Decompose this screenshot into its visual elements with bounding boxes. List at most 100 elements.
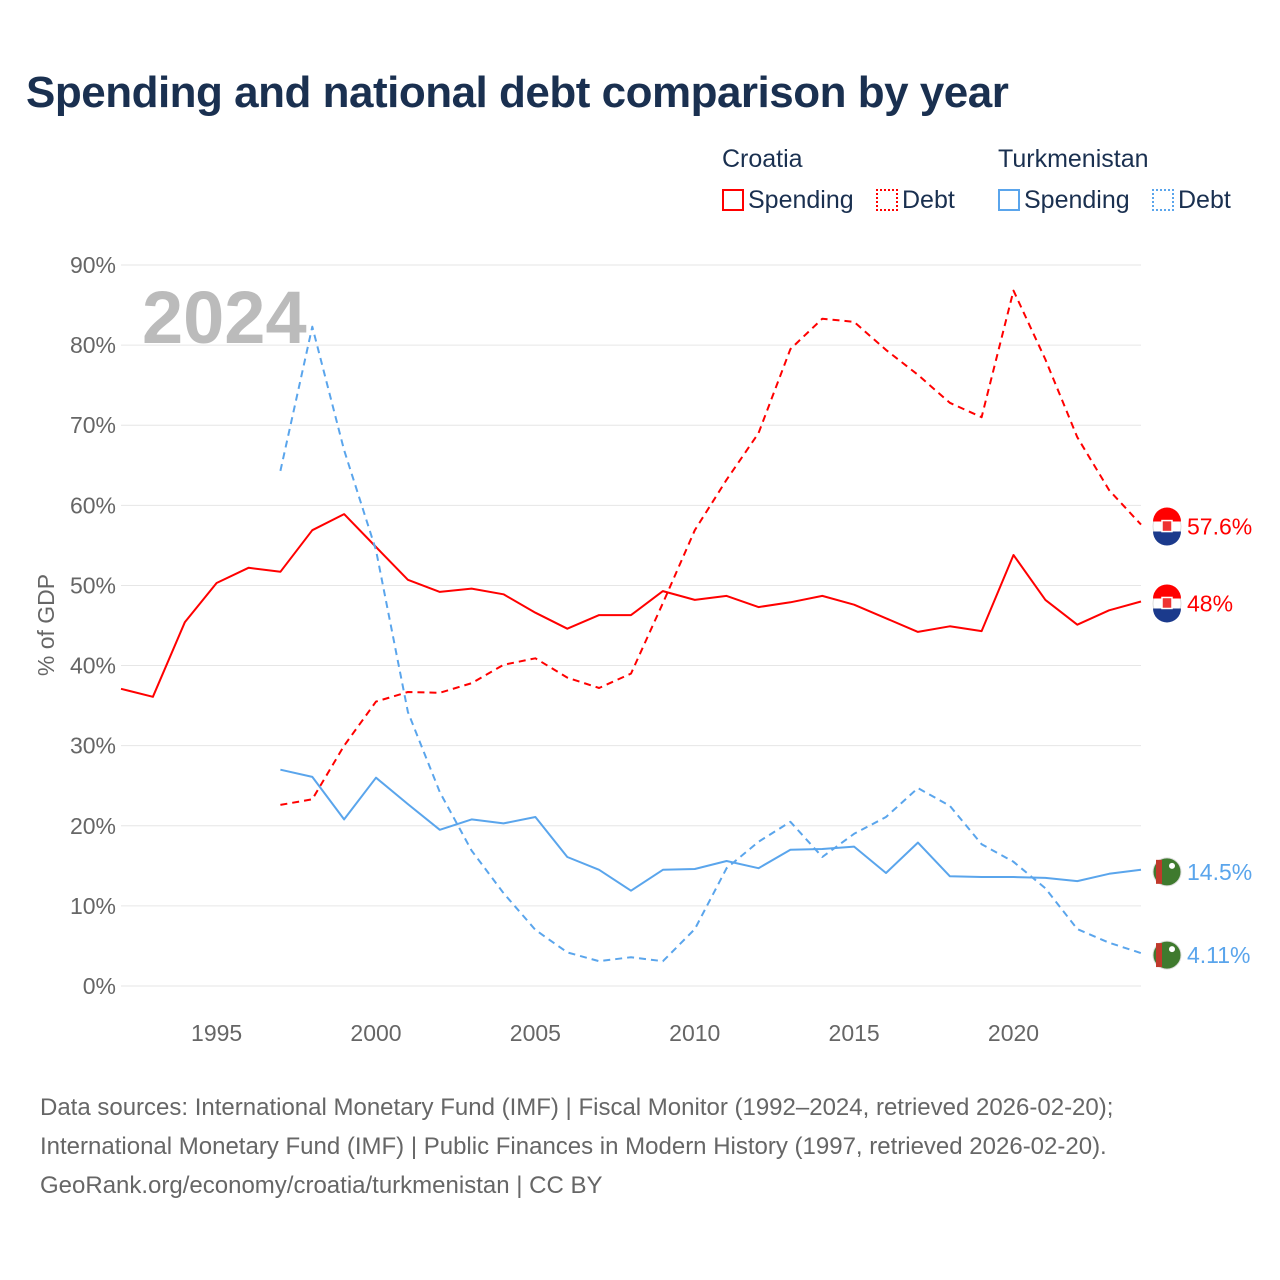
flag-stripe (1153, 531, 1181, 546)
footer: Data sources: International Monetary Fun… (40, 1088, 1113, 1205)
data-point (565, 675, 570, 680)
data-point (947, 874, 952, 879)
data-point (597, 867, 602, 872)
series-line-turkmenistan-spending (280, 768, 1142, 892)
data-point (884, 871, 889, 876)
y-tick-label: 20% (70, 813, 116, 839)
legend-group-croatia: Croatia (722, 145, 803, 173)
data-point (533, 656, 538, 661)
legend-turkmenistan-spending[interactable]: Spending (998, 186, 1130, 215)
data-point (979, 842, 984, 847)
flag-crescent (1169, 862, 1175, 869)
data-point (278, 802, 283, 807)
data-point (342, 817, 347, 822)
data-point (1075, 927, 1080, 932)
series-line-turkmenistan-debt (279, 325, 1142, 963)
legend-label: Debt (1178, 186, 1231, 214)
data-point (278, 569, 283, 574)
end-value-label: 48% (1187, 590, 1233, 616)
data-point (119, 686, 124, 691)
data-point (150, 694, 155, 699)
flag-emblem (1161, 519, 1173, 533)
chart-title: Spending and national debt comparison by… (26, 68, 1009, 117)
data-point (1011, 553, 1016, 558)
data-point (501, 592, 506, 597)
year-watermark: 2024 (142, 276, 307, 359)
data-point (852, 844, 857, 849)
legend-swatch-solid (998, 189, 1020, 211)
data-point (852, 602, 857, 607)
legend-label: Spending (748, 186, 854, 214)
data-point (979, 629, 984, 634)
flag-emblem (1161, 596, 1173, 610)
data-point (1107, 488, 1112, 493)
data-point (915, 372, 920, 377)
data-point (405, 689, 410, 694)
data-point (1139, 599, 1144, 604)
data-point (820, 855, 825, 860)
data-point (660, 959, 665, 964)
legend-turkmenistan-debt[interactable]: Debt (1152, 186, 1231, 215)
data-point (692, 528, 697, 533)
data-point (915, 840, 920, 845)
data-point (437, 790, 442, 795)
y-tick-label: 0% (83, 973, 116, 999)
flag-crescent (1169, 946, 1175, 953)
data-point (979, 415, 984, 420)
data-point (692, 597, 697, 602)
data-point (1107, 940, 1112, 945)
data-point (437, 690, 442, 695)
data-point (469, 681, 474, 686)
data-point (501, 662, 506, 667)
data-point (182, 620, 187, 625)
data-point (629, 671, 634, 676)
data-point (310, 774, 315, 779)
data-point (533, 814, 538, 819)
flag-carpet-stripe (1156, 859, 1162, 884)
data-point (915, 629, 920, 634)
data-point (501, 821, 506, 826)
legend-croatia-spending[interactable]: Spending (722, 186, 854, 215)
data-point (947, 400, 952, 405)
data-point (501, 891, 506, 896)
data-point (374, 699, 379, 704)
data-point (469, 817, 474, 822)
data-point (469, 586, 474, 591)
data-point (1075, 435, 1080, 440)
data-point (724, 866, 729, 871)
data-point (565, 626, 570, 631)
data-point (1075, 879, 1080, 884)
series-line-croatia-debt (280, 289, 1142, 806)
flag-carpet-stripe (1156, 943, 1162, 968)
data-point (660, 601, 665, 606)
data-point (884, 616, 889, 621)
data-point (629, 955, 634, 960)
data-point (1011, 875, 1016, 880)
data-point (629, 613, 634, 618)
data-point (724, 859, 729, 864)
data-point (1011, 859, 1016, 864)
data-point (756, 605, 761, 610)
end-value-label: 57.6% (1187, 514, 1252, 540)
footer-line: International Monetary Fund (IMF) | Publ… (40, 1133, 1107, 1160)
data-point (405, 577, 410, 582)
legend-group-turkmenistan: Turkmenistan (998, 145, 1149, 173)
data-point (788, 847, 793, 852)
y-tick-label: 60% (70, 492, 116, 518)
data-point (756, 839, 761, 844)
data-point (756, 866, 761, 871)
legend-label: Spending (1024, 186, 1130, 214)
data-point (374, 548, 379, 553)
data-point (246, 565, 251, 570)
data-point (788, 600, 793, 605)
data-point (405, 710, 410, 715)
y-axis-label: % of GDP (33, 574, 59, 676)
legend-croatia-debt[interactable]: Debt (876, 186, 955, 215)
data-point (1011, 288, 1016, 293)
end-value-label: 4.11% (1187, 942, 1251, 968)
data-point (1043, 357, 1048, 362)
data-point (597, 685, 602, 690)
data-point (342, 512, 347, 517)
